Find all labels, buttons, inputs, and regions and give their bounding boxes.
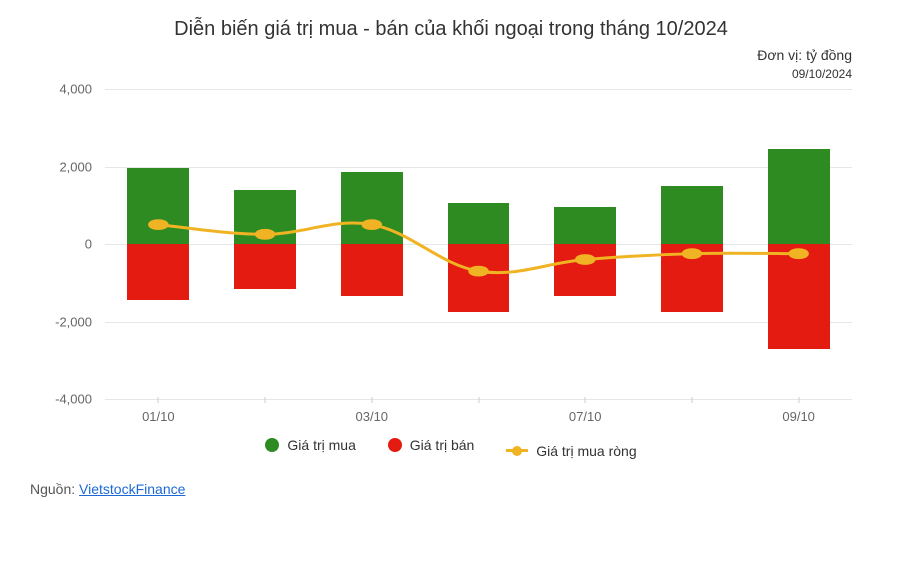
legend-net: Giá trị mua ròng <box>506 443 636 459</box>
legend-buy-swatch <box>265 438 279 452</box>
bar-buy <box>127 168 189 244</box>
chart-title: Diễn biến giá trị mua - bán của khối ngo… <box>30 18 872 41</box>
bar-sell <box>768 244 830 349</box>
bars-layer <box>105 89 852 399</box>
x-tick-mark <box>371 397 372 403</box>
x-tick-mark <box>478 397 479 403</box>
source-label: Nguồn: <box>30 481 75 497</box>
x-tick-label: 01/10 <box>142 409 175 424</box>
plot-area <box>105 89 852 399</box>
y-tick-label: 2,000 <box>59 159 92 174</box>
x-axis: 01/10 03/10 07/10 09/10 <box>105 403 852 429</box>
y-tick-label: -2,000 <box>55 314 92 329</box>
unit-label: Đơn vị: tỷ đồng <box>30 47 872 63</box>
bar-group <box>554 89 616 399</box>
bar-group <box>448 89 510 399</box>
x-tick-mark <box>265 397 266 403</box>
y-tick-label: 4,000 <box>59 82 92 97</box>
y-tick-label: -4,000 <box>55 392 92 407</box>
source-link[interactable]: VietstockFinance <box>79 481 185 497</box>
legend-sell-swatch <box>388 438 402 452</box>
bar-group <box>127 89 189 399</box>
source-line: Nguồn: VietstockFinance <box>30 481 872 497</box>
x-tick-label: 07/10 <box>569 409 602 424</box>
legend-net-line-icon <box>506 449 528 452</box>
legend-sell-label: Giá trị bán <box>410 437 475 453</box>
bar-sell <box>661 244 723 312</box>
bar-group <box>234 89 296 399</box>
bar-buy <box>554 207 616 244</box>
y-axis: 4,0002,0000-2,000-4,000 <box>30 89 100 429</box>
x-tick-mark <box>158 397 159 403</box>
bar-sell <box>234 244 296 289</box>
bar-buy <box>234 190 296 244</box>
legend: Giá trị mua Giá trị bán Giá trị mua ròng <box>30 437 872 459</box>
bar-buy <box>448 203 510 244</box>
x-tick-mark <box>585 397 586 403</box>
legend-buy-label: Giá trị mua <box>287 437 355 453</box>
bar-group <box>661 89 723 399</box>
bar-buy <box>661 186 723 244</box>
date-label: 09/10/2024 <box>30 67 872 81</box>
bar-sell <box>554 244 616 296</box>
bar-sell <box>448 244 510 312</box>
bar-sell <box>341 244 403 296</box>
x-tick-label: 03/10 <box>356 409 389 424</box>
x-tick-mark <box>798 397 799 403</box>
legend-buy: Giá trị mua <box>265 437 355 453</box>
bar-sell <box>127 244 189 300</box>
legend-sell: Giá trị bán <box>388 437 475 453</box>
bar-buy <box>768 149 830 244</box>
chart-area: 4,0002,0000-2,000-4,000 01/1003/1007/100… <box>30 89 872 429</box>
legend-net-label: Giá trị mua ròng <box>536 443 636 459</box>
y-tick-label: 0 <box>85 237 92 252</box>
x-tick-label: 09/10 <box>782 409 815 424</box>
chart-container: Diễn biến giá trị mua - bán của khối ngo… <box>0 0 902 567</box>
bar-buy <box>341 172 403 244</box>
bar-group <box>768 89 830 399</box>
bar-group <box>341 89 403 399</box>
x-tick-mark <box>691 397 692 403</box>
